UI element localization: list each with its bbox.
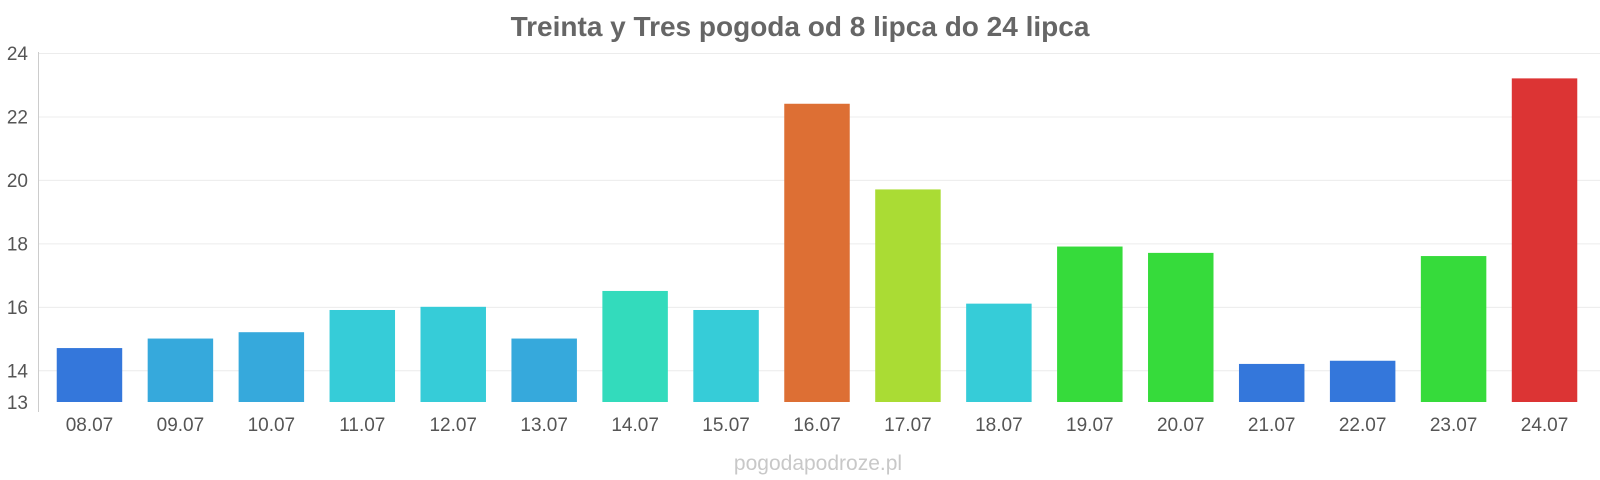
bar xyxy=(693,309,759,402)
watermark: pogodapodroze.pl xyxy=(734,452,902,475)
bar xyxy=(147,338,214,402)
x-tick-label: 12.07 xyxy=(429,415,477,436)
x-tick-label: 16.07 xyxy=(793,415,841,436)
bar xyxy=(511,338,577,402)
bar xyxy=(1329,360,1396,402)
x-tick-label: 09.07 xyxy=(157,415,205,436)
y-axis-ticks: 13 14 16 18 20 22 24 xyxy=(7,44,29,414)
chart-title: Treinta y Tres pogoda od 8 lipca do 24 l… xyxy=(511,11,1090,42)
x-tick-label: 20.07 xyxy=(1157,415,1205,436)
y-tick-label: 14 xyxy=(7,361,29,382)
x-tick-label: 24.07 xyxy=(1521,415,1569,436)
x-tick-label: 21.07 xyxy=(1248,415,1296,436)
y-tick-label: 13 xyxy=(7,393,28,414)
x-tick-label: 15.07 xyxy=(702,415,750,436)
bar xyxy=(420,306,486,402)
x-tick-label: 18.07 xyxy=(975,415,1023,436)
x-axis-ticks: 08.07 09.07 10.07 11.07 12.07 13.07 14.07 15.07… xyxy=(66,415,1569,436)
bar xyxy=(238,332,305,402)
x-tick-label: 13.07 xyxy=(520,415,568,436)
x-tick-label: 11.07 xyxy=(339,415,385,436)
y-tick-label: 24 xyxy=(7,44,29,65)
bar xyxy=(1057,246,1123,402)
bar xyxy=(1238,363,1305,402)
x-tick-label: 19.07 xyxy=(1066,415,1114,436)
x-tick-label: 10.07 xyxy=(248,415,296,436)
bar xyxy=(784,103,850,402)
x-tick-label: 22.07 xyxy=(1339,415,1387,436)
y-tick-label: 22 xyxy=(7,107,28,128)
x-tick-label: 23.07 xyxy=(1430,415,1478,436)
bar xyxy=(329,309,396,402)
y-tick-label: 18 xyxy=(7,234,28,255)
y-tick-label: 16 xyxy=(7,298,28,319)
x-tick-label: 08.07 xyxy=(66,415,114,436)
bar xyxy=(56,348,123,402)
bars xyxy=(56,78,1578,402)
bar xyxy=(1511,78,1578,402)
x-tick-label: 14.07 xyxy=(611,415,659,436)
y-tick-label: 20 xyxy=(7,171,28,192)
bar xyxy=(966,303,1032,402)
bar xyxy=(602,290,668,402)
x-tick-label: 17.07 xyxy=(884,415,932,436)
bar xyxy=(1148,252,1214,402)
bar xyxy=(1420,256,1487,402)
bar xyxy=(875,189,941,402)
